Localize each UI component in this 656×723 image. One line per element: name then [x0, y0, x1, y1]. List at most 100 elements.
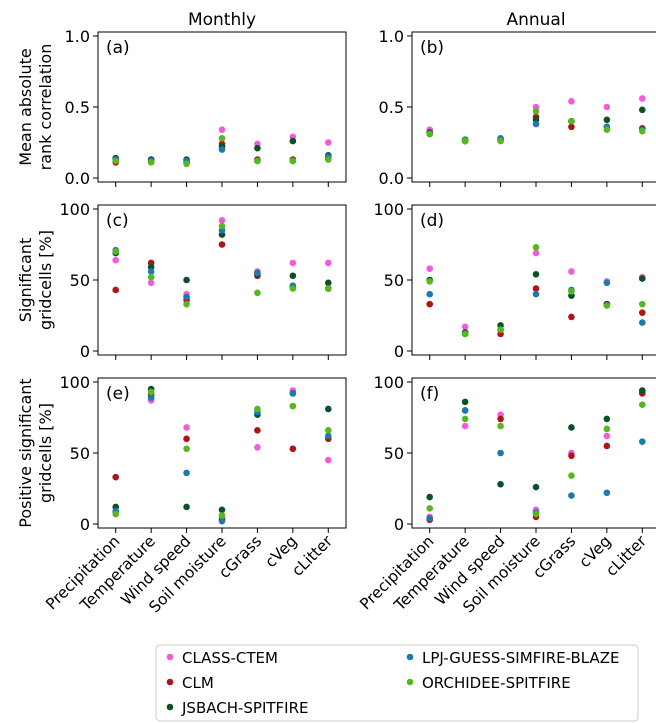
point-jsbach-spitfire-clitter — [638, 275, 646, 282]
legend-entry: JSBACH-SPITFIRE — [181, 699, 309, 717]
point-clm-cgrass — [568, 313, 575, 321]
y-axis-label-line: Mean absolute — [16, 48, 35, 165]
panel-frame — [411, 377, 656, 529]
point-clm-precipitation — [426, 300, 434, 308]
point-class-ctem-clitter — [638, 95, 646, 102]
point-jsbach-spitfire-cveg — [289, 272, 297, 280]
point-clm-soil-moisture — [532, 285, 540, 292]
point-orchidee-spitfire-wind-speed — [183, 300, 190, 308]
point-orchidee-spitfire-cveg — [603, 425, 611, 433]
point-jsbach-spitfire-temperature — [461, 398, 469, 406]
y-axis-label-line: rank correlation — [36, 44, 55, 171]
point-orchidee-spitfire-soil-moisture — [532, 107, 540, 115]
point-class-ctem-precipitation — [426, 265, 434, 272]
panel-a: 0.0 0.5 1.0 (a) — [65, 27, 347, 188]
point-clm-precipitation — [112, 286, 120, 294]
point-orchidee-spitfire-wind-speed — [183, 160, 190, 168]
panel-label: (c) — [106, 211, 129, 231]
point-jsbach-spitfire-precipitation — [426, 493, 434, 501]
panel-frame — [97, 377, 347, 529]
y-axis-label-row-1: Mean absolute rank correlation — [16, 44, 55, 171]
point-orchidee-spitfire-precipitation — [426, 130, 434, 138]
point-orchidee-spitfire-soil-moisture — [532, 244, 540, 251]
point-clm-wind-speed — [183, 435, 190, 443]
y-tick-label: 0 — [394, 515, 404, 534]
panel-frame — [411, 204, 656, 356]
point-orchidee-spitfire-wind-speed — [497, 137, 504, 145]
point-jsbach-spitfire-cveg — [603, 415, 611, 423]
y-tick-label: 1.0 — [65, 27, 90, 46]
legend-frame — [155, 644, 639, 722]
panel-label: (d) — [420, 211, 444, 231]
point-orchidee-spitfire-temperature — [461, 330, 469, 338]
x-tick-label: cLitter — [602, 532, 650, 580]
point-orchidee-spitfire-clitter — [324, 285, 332, 292]
point-lpj-guess-simfire-blaze-wind-speed — [183, 293, 190, 301]
y-tick-label: 1.0 — [379, 27, 404, 46]
y-tick-label: 100 — [373, 373, 404, 392]
point-orchidee-spitfire-cveg — [603, 302, 611, 309]
point-jsbach-spitfire-cgrass — [568, 424, 575, 431]
column-title-monthly: Monthly — [188, 10, 256, 30]
legend-marker — [166, 678, 174, 686]
point-lpj-guess-simfire-blaze-clitter — [638, 319, 646, 326]
point-orchidee-spitfire-wind-speed — [183, 445, 190, 453]
point-jsbach-spitfire-soil-moisture — [218, 506, 226, 514]
y-tick-label: 0.5 — [379, 98, 404, 117]
point-orchidee-spitfire-soil-moisture — [532, 510, 540, 518]
point-lpj-guess-simfire-blaze-precipitation — [426, 515, 434, 522]
point-orchidee-spitfire-cgrass — [568, 117, 575, 125]
y-tick-label: 0.5 — [65, 98, 90, 117]
point-clm-cgrass — [568, 452, 575, 460]
panel-label: (b) — [420, 38, 444, 58]
point-orchidee-spitfire-cgrass — [568, 472, 575, 480]
y-tick-label: 50 — [384, 271, 404, 290]
point-jsbach-spitfire-clitter — [324, 405, 332, 413]
point-class-ctem-soil-moisture — [532, 249, 540, 257]
point-orchidee-spitfire-clitter — [324, 156, 332, 163]
point-class-ctem-cveg — [289, 259, 297, 267]
point-class-ctem-cgrass — [568, 98, 575, 105]
point-lpj-guess-simfire-blaze-wind-speed — [497, 449, 504, 457]
point-class-ctem-soil-moisture — [218, 217, 226, 224]
point-clm-wind-speed — [497, 415, 504, 423]
panel-label: (f) — [420, 384, 439, 404]
point-class-ctem-temperature — [461, 422, 469, 430]
point-class-ctem-cgrass — [568, 268, 575, 275]
point-jsbach-spitfire-wind-speed — [183, 276, 190, 284]
legend-marker — [406, 678, 414, 686]
point-class-ctem-soil-moisture — [218, 126, 226, 134]
point-orchidee-spitfire-soil-moisture — [218, 134, 226, 142]
point-orchidee-spitfire-soil-moisture — [218, 222, 226, 230]
point-orchidee-spitfire-precipitation — [426, 505, 434, 512]
point-clm-cgrass — [254, 426, 261, 434]
point-orchidee-spitfire-clitter — [638, 300, 646, 308]
point-orchidee-spitfire-cveg — [289, 402, 297, 410]
point-jsbach-spitfire-clitter — [324, 279, 332, 287]
y-tick-label: 0 — [80, 515, 90, 534]
panel-b: 0.0 0.5 1.0 (b) — [379, 27, 656, 188]
panel-frame — [97, 31, 347, 183]
column-title-annual: Annual — [506, 10, 565, 30]
point-orchidee-spitfire-precipitation — [112, 157, 120, 165]
point-lpj-guess-simfire-blaze-cveg — [603, 279, 611, 287]
point-class-ctem-temperature — [147, 279, 155, 287]
point-lpj-guess-simfire-blaze-soil-moisture — [218, 146, 226, 153]
point-jsbach-spitfire-wind-speed — [183, 503, 190, 511]
point-orchidee-spitfire-cveg — [289, 285, 297, 292]
point-orchidee-spitfire-cveg — [603, 126, 611, 134]
point-orchidee-spitfire-wind-speed — [497, 422, 504, 430]
point-lpj-guess-simfire-blaze-soil-moisture — [532, 120, 540, 128]
point-lpj-guess-simfire-blaze-soil-moisture — [532, 290, 540, 298]
panel-label: (e) — [106, 384, 130, 404]
point-class-ctem-precipitation — [112, 256, 120, 264]
y-tick-label: 50 — [384, 444, 404, 463]
point-orchidee-spitfire-clitter — [638, 401, 646, 409]
point-jsbach-spitfire-cgrass — [254, 144, 261, 152]
point-lpj-guess-simfire-blaze-temperature — [461, 407, 469, 414]
point-jsbach-spitfire-clitter — [638, 106, 646, 114]
y-tick-label: 0.0 — [65, 169, 90, 188]
